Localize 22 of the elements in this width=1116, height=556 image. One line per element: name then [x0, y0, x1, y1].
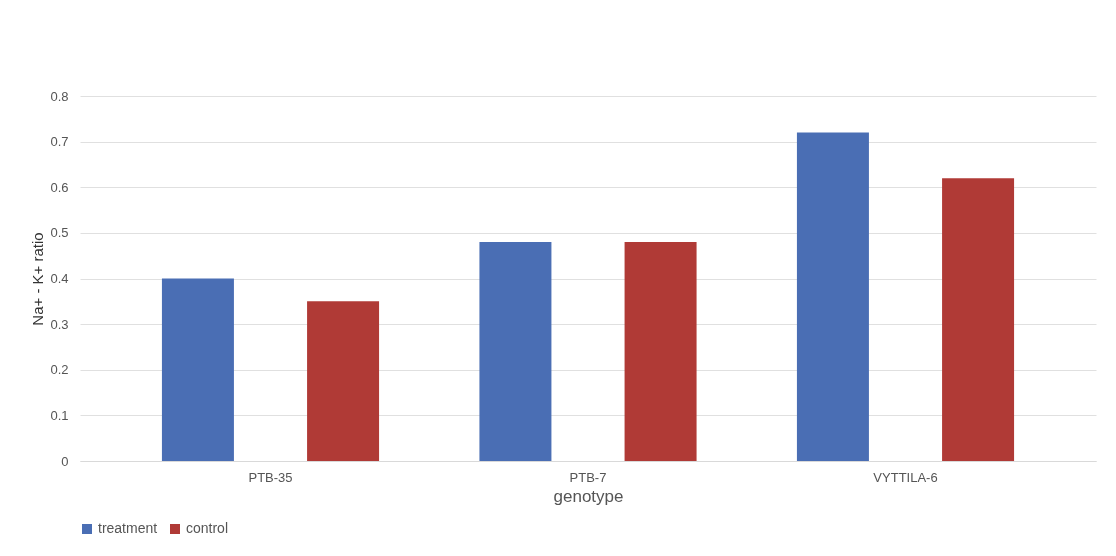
x-tick-label: PTB-35 [248, 469, 293, 485]
bar [796, 132, 869, 461]
y-tick-label: 0.8 [50, 88, 69, 104]
x-tick-label: PTB-7 [569, 469, 607, 485]
y-tick-label: 0.2 [50, 362, 69, 378]
bar [942, 178, 1015, 461]
x-axis-title: genotype [553, 486, 624, 506]
y-tick-label: 0.4 [50, 271, 69, 286]
y-tick-label: 0.3 [50, 316, 69, 332]
bar [307, 301, 380, 461]
legend-label: control [186, 520, 229, 536]
bar [479, 242, 552, 461]
y-tick-label: 0.1 [50, 407, 69, 423]
y-axis-title: Na+ - K+ ratio [29, 232, 47, 326]
bar [161, 278, 234, 461]
y-tick-label: 0.5 [50, 225, 69, 241]
legend-label: treatment [98, 520, 158, 536]
y-tick-label: 0.6 [50, 179, 69, 195]
y-tick-label: 0 [61, 453, 69, 469]
x-tick-label: VYTTILA-6 [873, 469, 938, 485]
y-tick-label: 0.7 [50, 134, 69, 150]
bar [624, 242, 697, 461]
